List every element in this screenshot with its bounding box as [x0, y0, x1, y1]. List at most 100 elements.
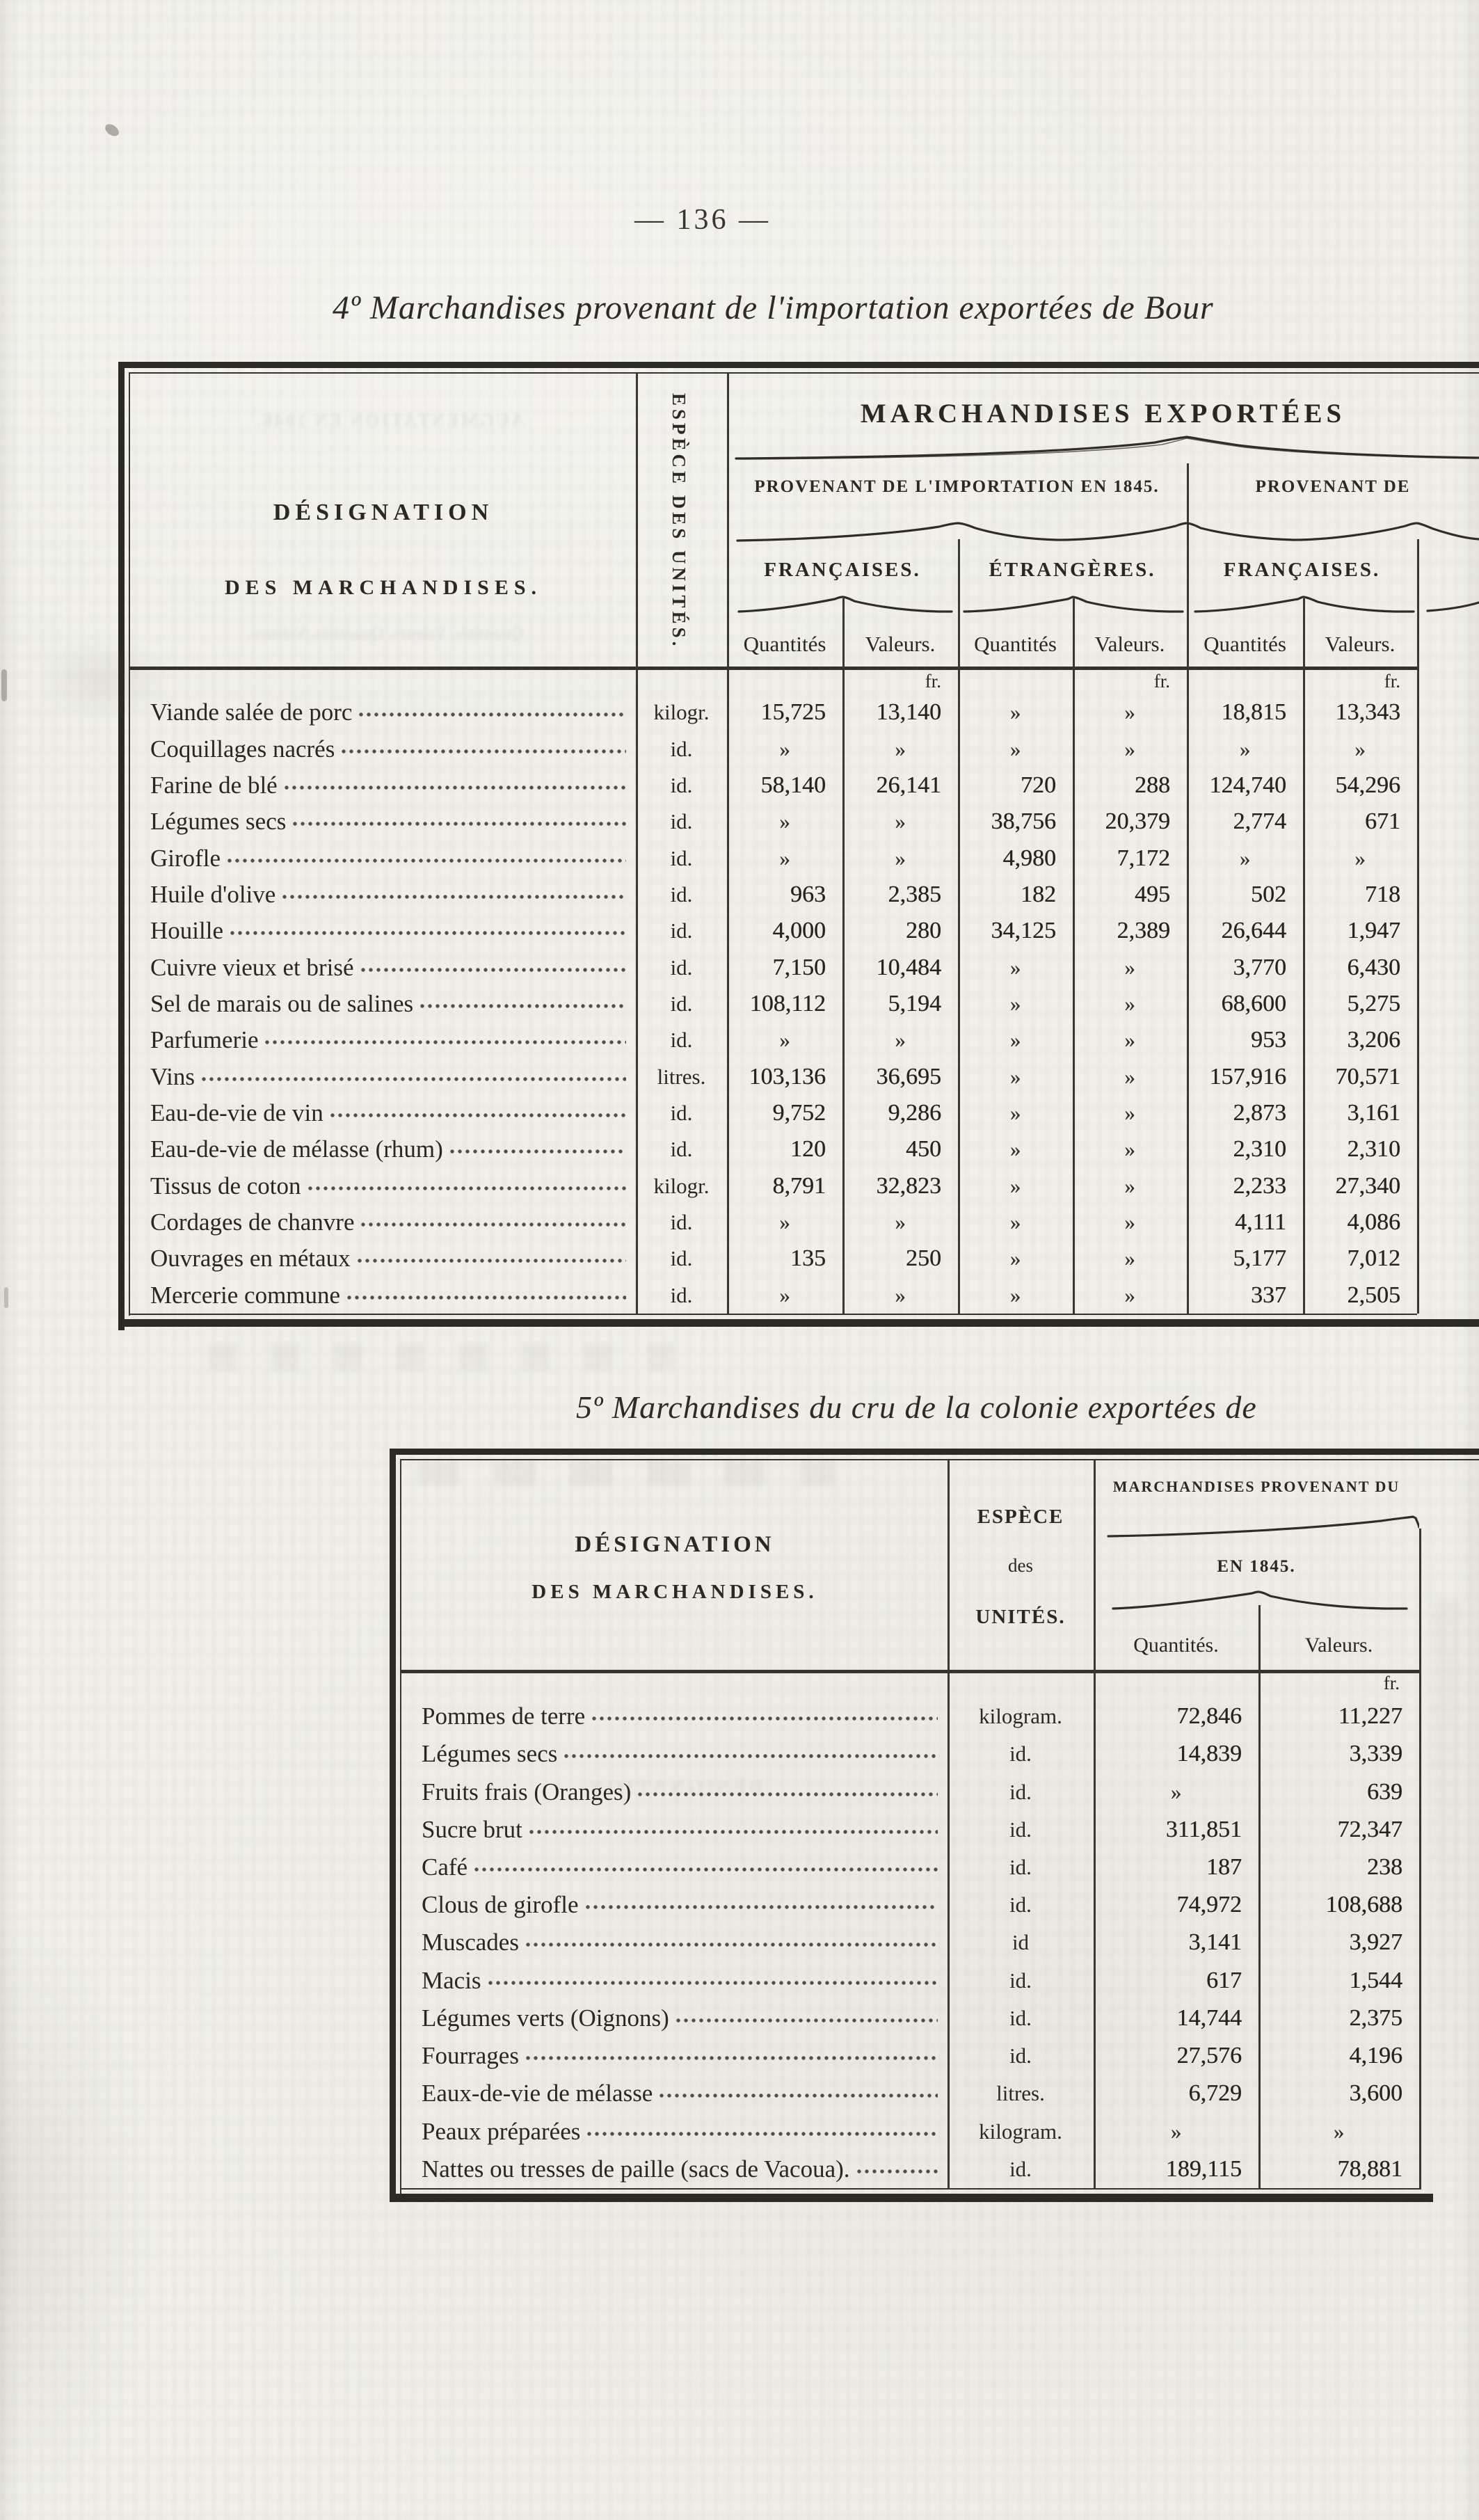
- value-cell: »: [1009, 1100, 1021, 1125]
- value-cell: 58,140: [760, 772, 826, 798]
- value-cell: 2,233: [1233, 1172, 1287, 1199]
- unit-cell: id.: [670, 1028, 693, 1053]
- designation-cell: Cordages de chanvre: [131, 1209, 636, 1236]
- designation-text: Tissus de coton: [150, 1172, 301, 1199]
- value-cell: 8,791: [772, 1172, 826, 1199]
- column-divider: [1073, 598, 1075, 1314]
- designation-cell: Légumes secs: [131, 808, 636, 836]
- designation-text: Sucre brut: [422, 1815, 522, 1843]
- currency-label: fr.: [1384, 671, 1400, 692]
- designation-text: Légumes secs: [422, 1740, 558, 1768]
- value-cell: 4,980: [1002, 845, 1057, 871]
- value-cell: 288: [1135, 772, 1170, 798]
- brace-group: [1107, 1515, 1419, 1538]
- designation-cell: Café: [402, 1853, 948, 1881]
- dotted-leader: [856, 2168, 938, 2175]
- value-cell: »: [779, 1282, 790, 1307]
- value-cell: 3,770: [1233, 954, 1287, 980]
- dotted-leader: [227, 857, 626, 864]
- value-cell: 280: [906, 918, 941, 944]
- value-cell: »: [1354, 845, 1366, 870]
- value-cell: 2,873: [1233, 1099, 1287, 1126]
- scan-speck: [102, 121, 122, 139]
- value-cell: 78,881: [1337, 2155, 1403, 2182]
- unit-cell: kilogram.: [979, 2119, 1062, 2144]
- table1-border-top: [118, 362, 1479, 368]
- table-row: Muscades id 3,141 3,927: [402, 1924, 1419, 1961]
- table-row: Farine de blé id. 58,140 26,141 720 288 124,74…: [131, 767, 1417, 804]
- unit-cell: id.: [670, 809, 693, 834]
- table-row: Légumes secs id. » » 38,756 20,379 2,774 671: [131, 804, 1417, 840]
- dotted-leader: [282, 893, 626, 900]
- table-row: Légumes verts (Oignons) id. 14,744 2,375: [402, 2000, 1419, 2037]
- section4-title: 4º Marchandises provenant de l'importati…: [333, 289, 1214, 326]
- dotted-leader: [659, 2093, 938, 2100]
- value-cell: »: [1239, 736, 1251, 761]
- designation-cell: Pommes de terre: [402, 1702, 948, 1730]
- value-cell: 3,206: [1347, 1027, 1401, 1053]
- table2-border-left: [390, 1449, 396, 2202]
- value-cell: »: [1124, 700, 1135, 725]
- designation-text: Eaux-de-vie de mélasse: [422, 2080, 653, 2107]
- designation-text: Vins: [150, 1062, 195, 1090]
- designation-text: Farine de blé: [150, 771, 278, 799]
- designation-text: Pommes de terre: [422, 1702, 586, 1730]
- table-row: Houille id. 4,000 280 34,125 2,389 26,644 1,947: [131, 913, 1417, 949]
- value-cell: 14,839: [1176, 1741, 1242, 1767]
- value-cell: »: [1124, 1100, 1135, 1125]
- val-header-1: Valeurs.: [865, 632, 936, 656]
- currency-label: fr.: [1383, 1673, 1400, 1693]
- dotted-leader: [525, 2055, 938, 2062]
- table1-border-top-inner: [129, 372, 1479, 374]
- value-cell: 7,012: [1347, 1245, 1401, 1272]
- subgroup-provenant-de: PROVENANT DE: [1255, 477, 1411, 496]
- column-divider: [948, 1460, 950, 2190]
- group-header-provenance: MARCHANDISES PROVENANT DU: [1112, 1478, 1400, 1495]
- column-divider: [1303, 598, 1305, 1314]
- table-row: Nattes ou tresses de paille (sacs de Vac…: [402, 2151, 1419, 2188]
- value-cell: 74,972: [1176, 1892, 1242, 1918]
- designation-text: Légumes verts (Oignons): [422, 2004, 669, 2032]
- unit-cell: id.: [670, 1209, 693, 1234]
- value-cell: »: [1170, 2119, 1182, 2144]
- designation-cell: Coquillages nacrés: [131, 735, 636, 763]
- dotted-leader: [420, 1003, 626, 1010]
- table-exported-goods: AUGMENTATION EN 1846. DIMINUTION EN 1846…: [118, 362, 1479, 1330]
- value-cell: 953: [1251, 1027, 1286, 1053]
- dotted-leader: [564, 1753, 938, 1760]
- dotted-leader: [585, 1904, 938, 1911]
- designation-cell: Ouvrages en métaux: [131, 1245, 636, 1273]
- qty-header: Quantités.: [1133, 1634, 1219, 1657]
- table-row: Pommes de terre kilogram. 72,846 11,227: [402, 1698, 1419, 1735]
- designation-text: Houille: [150, 917, 223, 945]
- val-header-2: Valeurs.: [1094, 632, 1165, 656]
- designation-text: Fourrages: [422, 2042, 519, 2070]
- designation-text: Eau-de-vie de mélasse (rhum): [150, 1135, 443, 1163]
- unit-cell: id.: [1009, 1741, 1032, 1767]
- value-cell: »: [1009, 955, 1021, 980]
- unit-cell: id.: [1009, 1817, 1032, 1842]
- column-divider: [636, 373, 638, 1314]
- designation-cell: Houille: [131, 917, 636, 945]
- value-cell: »: [1124, 991, 1135, 1016]
- dotted-leader: [525, 1942, 938, 1949]
- table-colonial-produce: DÉSIGNATION DÉSIGNATION DES MARCHANDISES…: [390, 1449, 1479, 2214]
- table-row: Café id. 187 238: [402, 1849, 1419, 1886]
- table1-header-separator: [129, 667, 1417, 670]
- designation-cell: Nattes ou tresses de paille (sacs de Vac…: [402, 2155, 948, 2183]
- value-cell: 3,161: [1347, 1099, 1401, 1126]
- unit-cell: id.: [1009, 1892, 1032, 1917]
- designation-text: Clous de girofle: [422, 1891, 579, 1919]
- table-row: Sucre brut id. 311,851 72,347: [402, 1811, 1419, 1849]
- table-row: Macis id. 617 1,544: [402, 1962, 1419, 2000]
- brace-pair: [1112, 1590, 1408, 1610]
- value-cell: »: [779, 845, 790, 870]
- unit-column-header-line2: des: [1008, 1555, 1033, 1576]
- value-cell: 3,927: [1349, 1929, 1403, 1956]
- value-cell: 617: [1206, 1967, 1242, 1993]
- dotted-leader: [359, 712, 626, 719]
- value-cell: »: [1124, 1064, 1135, 1089]
- unit-cell: id: [1012, 1930, 1030, 1955]
- value-cell: 720: [1021, 772, 1056, 798]
